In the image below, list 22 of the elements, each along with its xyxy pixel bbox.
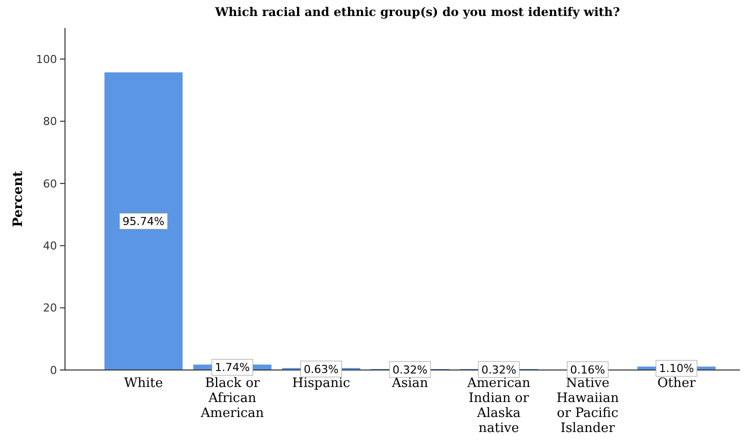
data-label: 0.32% xyxy=(481,363,516,376)
data-label: 1.74% xyxy=(214,361,250,374)
x-tick-label: Native Hawaiian or Pacific Islander xyxy=(556,376,620,436)
y-tick-label: 100 xyxy=(36,52,57,66)
chart-title: Which racial and ethnic group(s) do you most identify with? xyxy=(214,5,620,19)
x-tick-label: Asian xyxy=(390,376,429,391)
y-tick-label: 20 xyxy=(43,302,57,315)
x-tick-label: American Indian or Alaska native xyxy=(466,376,532,436)
x-tick-label: Hispanic xyxy=(292,376,350,391)
data-label: 95.74% xyxy=(122,215,164,228)
y-tick-label: 80 xyxy=(43,115,57,128)
x-tick-label: Black or African American xyxy=(200,376,265,421)
y-axis-title: Percent xyxy=(11,170,26,228)
y-tick-label: 40 xyxy=(43,239,57,252)
data-label: 0.63% xyxy=(304,362,339,376)
data-label: 1.10% xyxy=(659,362,694,376)
y-tick-label: 60 xyxy=(43,177,57,190)
data-label: 0.32% xyxy=(392,363,428,376)
data-label: 0.16% xyxy=(570,364,606,377)
x-tick-label: Other xyxy=(657,376,696,391)
x-tick-label: White xyxy=(124,376,164,391)
y-tick-label: 0 xyxy=(50,364,57,377)
